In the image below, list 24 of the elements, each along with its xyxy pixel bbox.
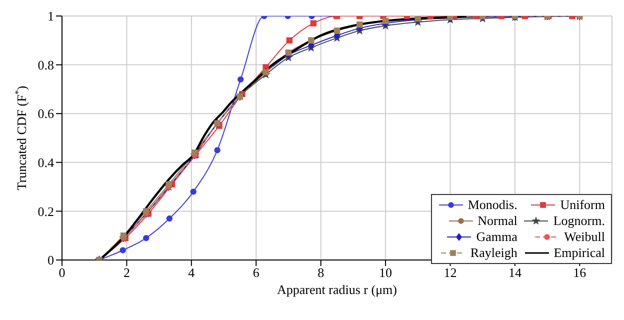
legend-label: Monodis. [468,197,518,213]
x-tick-label: 8 [318,265,324,280]
legend-label: Uniform [560,197,605,213]
x-tick-label: 0 [58,265,66,280]
y-tick-label: 0.4 [38,155,54,170]
x-tick-label: 6 [252,265,260,280]
y-tick-label: 0.6 [38,106,54,122]
x-axis-title: Apparent radius r (μm) [277,282,397,297]
legend-label: Empirical [554,245,605,261]
y-tick-label: 0.8 [38,57,54,72]
y-tick-label: 1 [48,8,54,24]
x-tick-label: 12 [444,265,457,280]
y-tick-label: 0 [48,252,54,268]
legend-label: Lognorm. [553,213,605,229]
legend-label: Rayleigh [470,245,518,261]
x-tick-label: 14 [508,265,522,280]
legend-label: Weibull [564,229,605,245]
legend-label: Normal [478,213,518,229]
x-tick-label: 2 [123,265,130,280]
x-tick-label: 16 [573,265,587,280]
legend-label: Gamma [476,229,518,245]
x-tick-label: 4 [188,265,196,280]
y-tick-label: 0.2 [38,204,54,219]
x-tick-label: 10 [379,265,392,280]
